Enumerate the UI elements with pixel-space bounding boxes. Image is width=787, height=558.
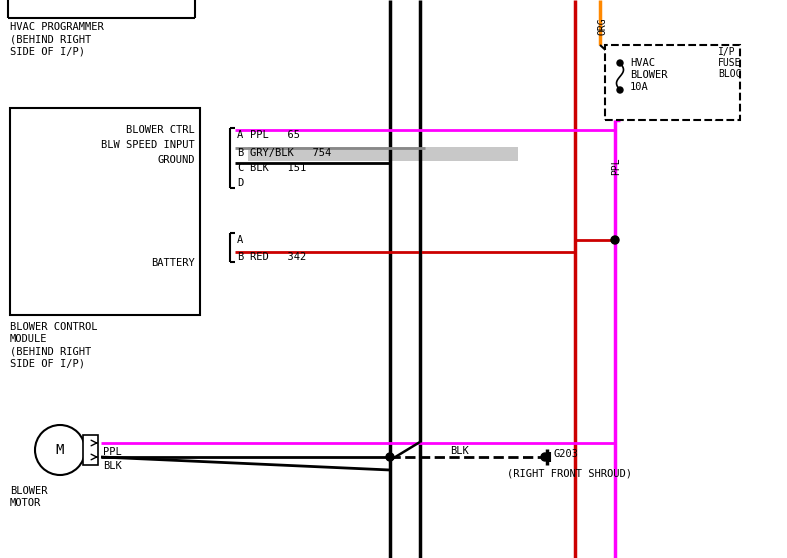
Bar (248, 147, 518, 161)
Text: HVAC: HVAC (630, 58, 655, 68)
Text: MOTOR: MOTOR (10, 498, 41, 508)
Text: B: B (237, 252, 243, 262)
Circle shape (35, 425, 85, 475)
Text: B: B (237, 148, 243, 158)
Text: GROUND: GROUND (157, 155, 195, 165)
Text: BLK: BLK (103, 461, 122, 471)
Text: (BEHIND RIGHT: (BEHIND RIGHT (10, 346, 91, 356)
Text: HVAC PROGRAMMER: HVAC PROGRAMMER (10, 22, 104, 32)
Text: BLOWER: BLOWER (630, 70, 667, 80)
Text: BLK: BLK (450, 446, 469, 456)
Text: A: A (237, 130, 243, 140)
Text: ORG: ORG (598, 17, 608, 35)
Text: PPL   65: PPL 65 (250, 130, 300, 140)
Text: I/P: I/P (718, 47, 736, 57)
Circle shape (611, 236, 619, 244)
Bar (605, 45, 740, 120)
Text: 10A: 10A (630, 82, 648, 92)
Circle shape (617, 60, 623, 66)
Text: SIDE OF I/P): SIDE OF I/P) (10, 46, 85, 56)
Text: BLOWER: BLOWER (10, 486, 47, 496)
Text: GRY/BLK   754: GRY/BLK 754 (250, 148, 331, 158)
Circle shape (617, 87, 623, 93)
Text: SIDE OF I/P): SIDE OF I/P) (10, 358, 85, 368)
Text: A: A (237, 235, 243, 245)
Text: (BEHIND RIGHT: (BEHIND RIGHT (10, 34, 91, 44)
Text: BLOC: BLOC (718, 69, 741, 79)
Text: (RIGHT FRONT SHROUD): (RIGHT FRONT SHROUD) (507, 469, 632, 479)
Text: BLK   151: BLK 151 (250, 163, 306, 173)
Text: M: M (56, 443, 65, 457)
Text: FUSE: FUSE (718, 58, 741, 68)
Text: G203: G203 (554, 449, 579, 459)
Text: PPL: PPL (611, 157, 621, 175)
Text: BLW SPEED INPUT: BLW SPEED INPUT (102, 140, 195, 150)
Text: BLOWER CONTROL: BLOWER CONTROL (10, 322, 98, 332)
Bar (83, 435, 98, 465)
Text: PPL: PPL (103, 447, 122, 457)
Text: BATTERY: BATTERY (151, 258, 195, 268)
Text: C: C (237, 163, 243, 173)
Circle shape (541, 453, 549, 461)
Text: D: D (237, 178, 243, 188)
Circle shape (386, 453, 394, 461)
Bar (10, 108, 200, 315)
Text: BLOWER CTRL: BLOWER CTRL (126, 125, 195, 135)
Text: MODULE: MODULE (10, 334, 47, 344)
Text: RED   342: RED 342 (250, 252, 306, 262)
